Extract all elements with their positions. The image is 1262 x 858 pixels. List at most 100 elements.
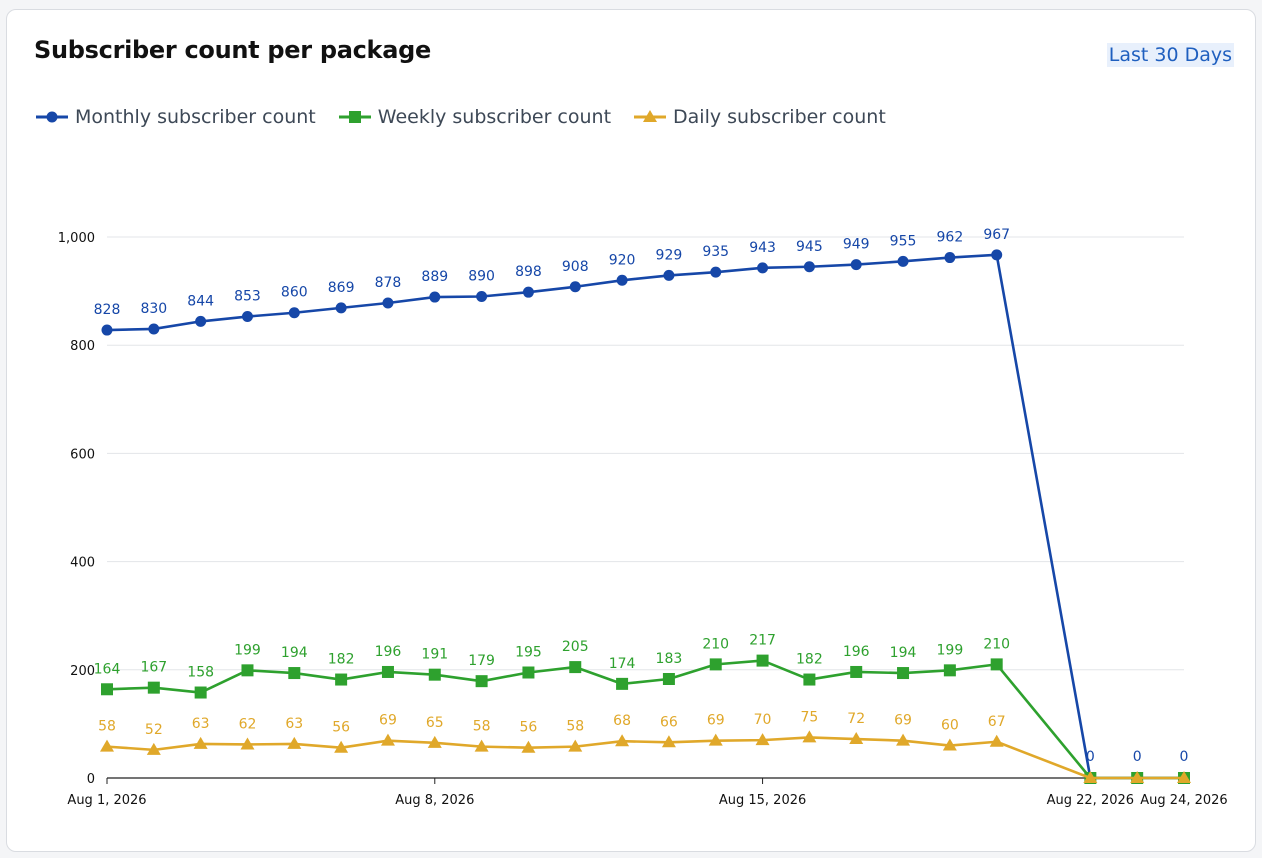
legend-label-weekly: Weekly subscriber count [377, 106, 612, 128]
data-point [241, 664, 254, 677]
y-tick-label: 800 [70, 339, 95, 354]
data-label: 890 [468, 269, 495, 285]
data-point [335, 302, 347, 314]
series-line-2 [106, 736, 1184, 780]
data-label: 70 [754, 712, 772, 728]
data-label: 920 [609, 252, 636, 268]
data-label: 196 [843, 644, 870, 660]
data-point [475, 675, 488, 688]
legend-item-daily[interactable]: Daily subscriber count [633, 106, 886, 128]
data-label: 196 [375, 644, 402, 660]
data-point [755, 733, 770, 746]
data-label: 210 [702, 636, 729, 652]
data-label: 898 [515, 264, 542, 280]
legend-item-weekly[interactable]: Weekly subscriber count [338, 106, 611, 128]
data-label: 52 [145, 722, 163, 738]
data-label: 183 [656, 651, 683, 667]
data-point [194, 686, 207, 699]
data-label: 72 [847, 711, 865, 727]
data-label: 179 [468, 653, 495, 669]
y-tick-label: 0 [87, 772, 95, 787]
data-point [521, 740, 536, 753]
data-point [241, 311, 253, 323]
data-label: 935 [702, 244, 729, 260]
data-label: 205 [562, 639, 589, 655]
legend-item-monthly[interactable]: Monthly subscriber count [35, 106, 316, 128]
chart-card: Subscriber count per package Last 30 Day… [6, 9, 1256, 852]
data-label: 955 [890, 233, 917, 249]
data-label: 195 [515, 645, 542, 661]
y-tick-label: 600 [70, 447, 95, 462]
data-point [991, 249, 1003, 261]
data-point [522, 286, 534, 298]
data-label: 56 [332, 720, 350, 736]
data-label: 889 [421, 269, 448, 285]
data-label: 0 [1086, 749, 1095, 765]
data-label: 69 [707, 713, 725, 729]
data-point [193, 736, 208, 749]
y-tick-label: 200 [70, 664, 95, 679]
data-point [849, 732, 864, 745]
chart-legend: Monthly subscriber count Weekly subscrib… [35, 106, 908, 128]
data-point [147, 681, 160, 694]
data-label: 828 [94, 302, 121, 318]
data-label: 69 [894, 713, 912, 729]
legend-label-daily: Daily subscriber count [673, 106, 886, 128]
series-line-0 [106, 253, 1184, 780]
data-label: 65 [426, 715, 444, 731]
data-point [101, 683, 113, 696]
data-label: 58 [98, 719, 116, 735]
data-label: 158 [187, 665, 214, 681]
data-point [710, 266, 722, 278]
data-label: 194 [890, 645, 917, 661]
data-label: 66 [660, 714, 678, 730]
data-point [803, 261, 815, 273]
date-range-button[interactable]: Last 30 Days [1106, 43, 1234, 67]
data-label: 853 [234, 289, 261, 305]
chart-title: Subscriber count per package [34, 36, 431, 64]
data-label: 63 [192, 716, 210, 732]
data-point [429, 291, 441, 303]
data-point [942, 738, 957, 751]
data-point [990, 658, 1003, 671]
data-label: 56 [520, 720, 538, 736]
data-point [663, 269, 675, 281]
data-point [802, 730, 817, 743]
data-point [569, 281, 581, 293]
data-point [615, 734, 630, 747]
data-label: 69 [379, 713, 397, 729]
data-label: 217 [749, 633, 776, 649]
data-point [101, 324, 113, 336]
data-point [522, 666, 535, 679]
y-tick-label: 1,000 [58, 231, 95, 246]
data-point [803, 673, 816, 686]
data-label: 62 [239, 716, 257, 732]
data-label: 908 [562, 259, 589, 275]
data-label: 945 [796, 239, 823, 255]
data-point [569, 661, 582, 674]
data-label: 943 [749, 240, 776, 256]
data-label: 67 [988, 714, 1006, 730]
data-point [427, 735, 442, 748]
data-label: 75 [800, 709, 818, 725]
data-label: 0 [1133, 749, 1142, 765]
circle-marker-icon [36, 111, 68, 123]
data-point [708, 733, 723, 746]
data-label: 962 [937, 230, 964, 246]
data-point [1177, 771, 1191, 783]
data-label: 949 [843, 237, 870, 253]
data-point [944, 252, 956, 264]
x-tick-label: Aug 24, 2026 [1140, 793, 1227, 808]
legend-label-monthly: Monthly subscriber count [75, 106, 316, 128]
data-point [382, 297, 394, 309]
data-label: 869 [328, 280, 355, 296]
data-point [287, 736, 302, 749]
data-label: 191 [421, 647, 448, 663]
data-point [616, 274, 628, 286]
data-label: 167 [140, 660, 167, 676]
data-point [428, 668, 441, 681]
data-label: 0 [1180, 749, 1189, 765]
data-point [850, 259, 862, 271]
data-label: 199 [937, 642, 964, 658]
